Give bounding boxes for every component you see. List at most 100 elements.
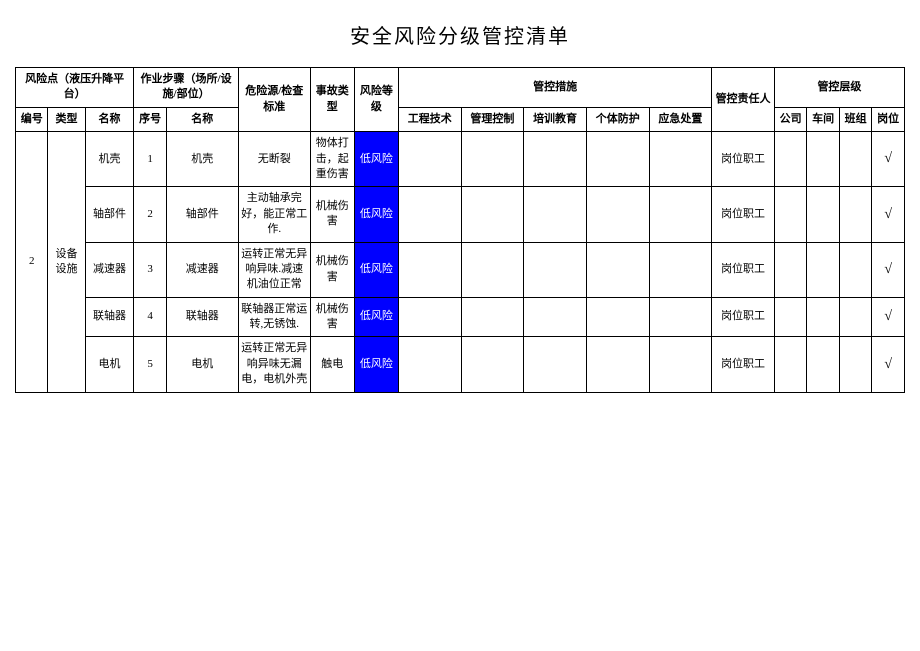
cell-hazard: 主动轴承完好，能正常工作. — [238, 187, 310, 242]
cell-lv-post: √ — [872, 132, 905, 187]
table-row: 减速器 3 减速器 运转正常无异响异味.减速机油位正常 机械伤害 低风险 岗位职… — [16, 242, 905, 297]
cell-step-name: 机壳 — [166, 132, 238, 187]
hdr-control-level: 管控层级 — [774, 68, 904, 108]
hdr-risk-level: 风险等级 — [354, 68, 398, 132]
cell-lv-company — [774, 297, 806, 337]
hdr-ppe: 个体防护 — [586, 107, 649, 131]
cell-risk: 低风险 — [354, 337, 398, 392]
cell-risk: 低风险 — [354, 187, 398, 242]
cell-lv-workshop — [807, 337, 839, 392]
cell-step-name: 电机 — [166, 337, 238, 392]
cell-hazard: 无断裂 — [238, 132, 310, 187]
cell-step-name: 联轴器 — [166, 297, 238, 337]
cell-type: 设备设施 — [48, 132, 85, 392]
cell-seq: 2 — [134, 187, 166, 242]
cell-resp: 岗位职工 — [712, 187, 775, 242]
cell-lv-company — [774, 187, 806, 242]
cell-train — [524, 187, 587, 242]
table-row: 电机 5 电机 运转正常无异响异味无漏电，电机外壳 触电 低风险 岗位职工 √ — [16, 337, 905, 392]
hdr-risk-point: 风险点（液压升降平台） — [16, 68, 134, 108]
cell-mgmt — [461, 187, 524, 242]
cell-hazard: 联轴器正常运转,无锈蚀. — [238, 297, 310, 337]
cell-emerg — [649, 337, 712, 392]
cell-resp: 岗位职工 — [712, 337, 775, 392]
cell-accident: 物体打击，起重伤害 — [310, 132, 354, 187]
cell-eng — [398, 242, 461, 297]
cell-seq: 1 — [134, 132, 166, 187]
hdr-training: 培训教育 — [524, 107, 587, 131]
cell-emerg — [649, 132, 712, 187]
cell-seq: 3 — [134, 242, 166, 297]
cell-name: 减速器 — [85, 242, 134, 297]
hdr-lv-post: 岗位 — [872, 107, 905, 131]
hdr-lv-team: 班组 — [839, 107, 871, 131]
cell-name: 联轴器 — [85, 297, 134, 337]
cell-train — [524, 337, 587, 392]
cell-accident: 机械伤害 — [310, 297, 354, 337]
cell-emerg — [649, 187, 712, 242]
table-body: 2 设备设施 机壳 1 机壳 无断裂 物体打击，起重伤害 低风险 岗位职工 √ … — [16, 132, 905, 392]
cell-step-name: 轴部件 — [166, 187, 238, 242]
cell-seq: 5 — [134, 337, 166, 392]
cell-mgmt — [461, 132, 524, 187]
cell-emerg — [649, 242, 712, 297]
cell-id: 2 — [16, 132, 48, 392]
table-header: 风险点（液压升降平台） 作业步骤（场所/设施/部位） 危险源/检查标准 事故类型… — [16, 68, 905, 132]
cell-lv-team — [839, 297, 871, 337]
cell-lv-workshop — [807, 132, 839, 187]
cell-resp: 岗位职工 — [712, 242, 775, 297]
hdr-emergency: 应急处置 — [649, 107, 712, 131]
hdr-hazard: 危险源/检查标准 — [238, 68, 310, 132]
cell-eng — [398, 187, 461, 242]
hdr-measures: 管控措施 — [398, 68, 711, 108]
cell-lv-company — [774, 242, 806, 297]
cell-lv-team — [839, 187, 871, 242]
hdr-seq: 序号 — [134, 107, 166, 131]
cell-mgmt — [461, 337, 524, 392]
cell-train — [524, 297, 587, 337]
cell-resp: 岗位职工 — [712, 297, 775, 337]
hdr-accident: 事故类型 — [310, 68, 354, 132]
cell-seq: 4 — [134, 297, 166, 337]
cell-ppe — [586, 132, 649, 187]
hdr-responsible: 管控责任人 — [712, 68, 775, 132]
hdr-step-name: 名称 — [166, 107, 238, 131]
hdr-id: 编号 — [16, 107, 48, 131]
hdr-type: 类型 — [48, 107, 85, 131]
cell-name: 轴部件 — [85, 187, 134, 242]
cell-eng — [398, 337, 461, 392]
cell-lv-team — [839, 132, 871, 187]
cell-accident: 机械伤害 — [310, 187, 354, 242]
cell-lv-workshop — [807, 187, 839, 242]
cell-lv-post: √ — [872, 337, 905, 392]
cell-lv-workshop — [807, 297, 839, 337]
cell-eng — [398, 132, 461, 187]
cell-name: 电机 — [85, 337, 134, 392]
cell-emerg — [649, 297, 712, 337]
cell-train — [524, 132, 587, 187]
hdr-management: 管理控制 — [461, 107, 524, 131]
cell-lv-workshop — [807, 242, 839, 297]
hdr-lv-workshop: 车间 — [807, 107, 839, 131]
hdr-engineering: 工程技术 — [398, 107, 461, 131]
cell-ppe — [586, 187, 649, 242]
cell-lv-team — [839, 337, 871, 392]
cell-train — [524, 242, 587, 297]
hdr-lv-company: 公司 — [774, 107, 806, 131]
cell-risk: 低风险 — [354, 297, 398, 337]
cell-accident: 机械伤害 — [310, 242, 354, 297]
cell-risk: 低风险 — [354, 132, 398, 187]
cell-lv-company — [774, 337, 806, 392]
cell-lv-team — [839, 242, 871, 297]
cell-risk: 低风险 — [354, 242, 398, 297]
cell-eng — [398, 297, 461, 337]
cell-mgmt — [461, 242, 524, 297]
table-row: 轴部件 2 轴部件 主动轴承完好，能正常工作. 机械伤害 低风险 岗位职工 √ — [16, 187, 905, 242]
cell-hazard: 运转正常无异响异味无漏电，电机外壳 — [238, 337, 310, 392]
cell-lv-post: √ — [872, 242, 905, 297]
cell-accident: 触电 — [310, 337, 354, 392]
hdr-work-step: 作业步骤（场所/设施/部位） — [134, 68, 238, 108]
cell-ppe — [586, 242, 649, 297]
table-row: 联轴器 4 联轴器 联轴器正常运转,无锈蚀. 机械伤害 低风险 岗位职工 √ — [16, 297, 905, 337]
cell-lv-post: √ — [872, 187, 905, 242]
